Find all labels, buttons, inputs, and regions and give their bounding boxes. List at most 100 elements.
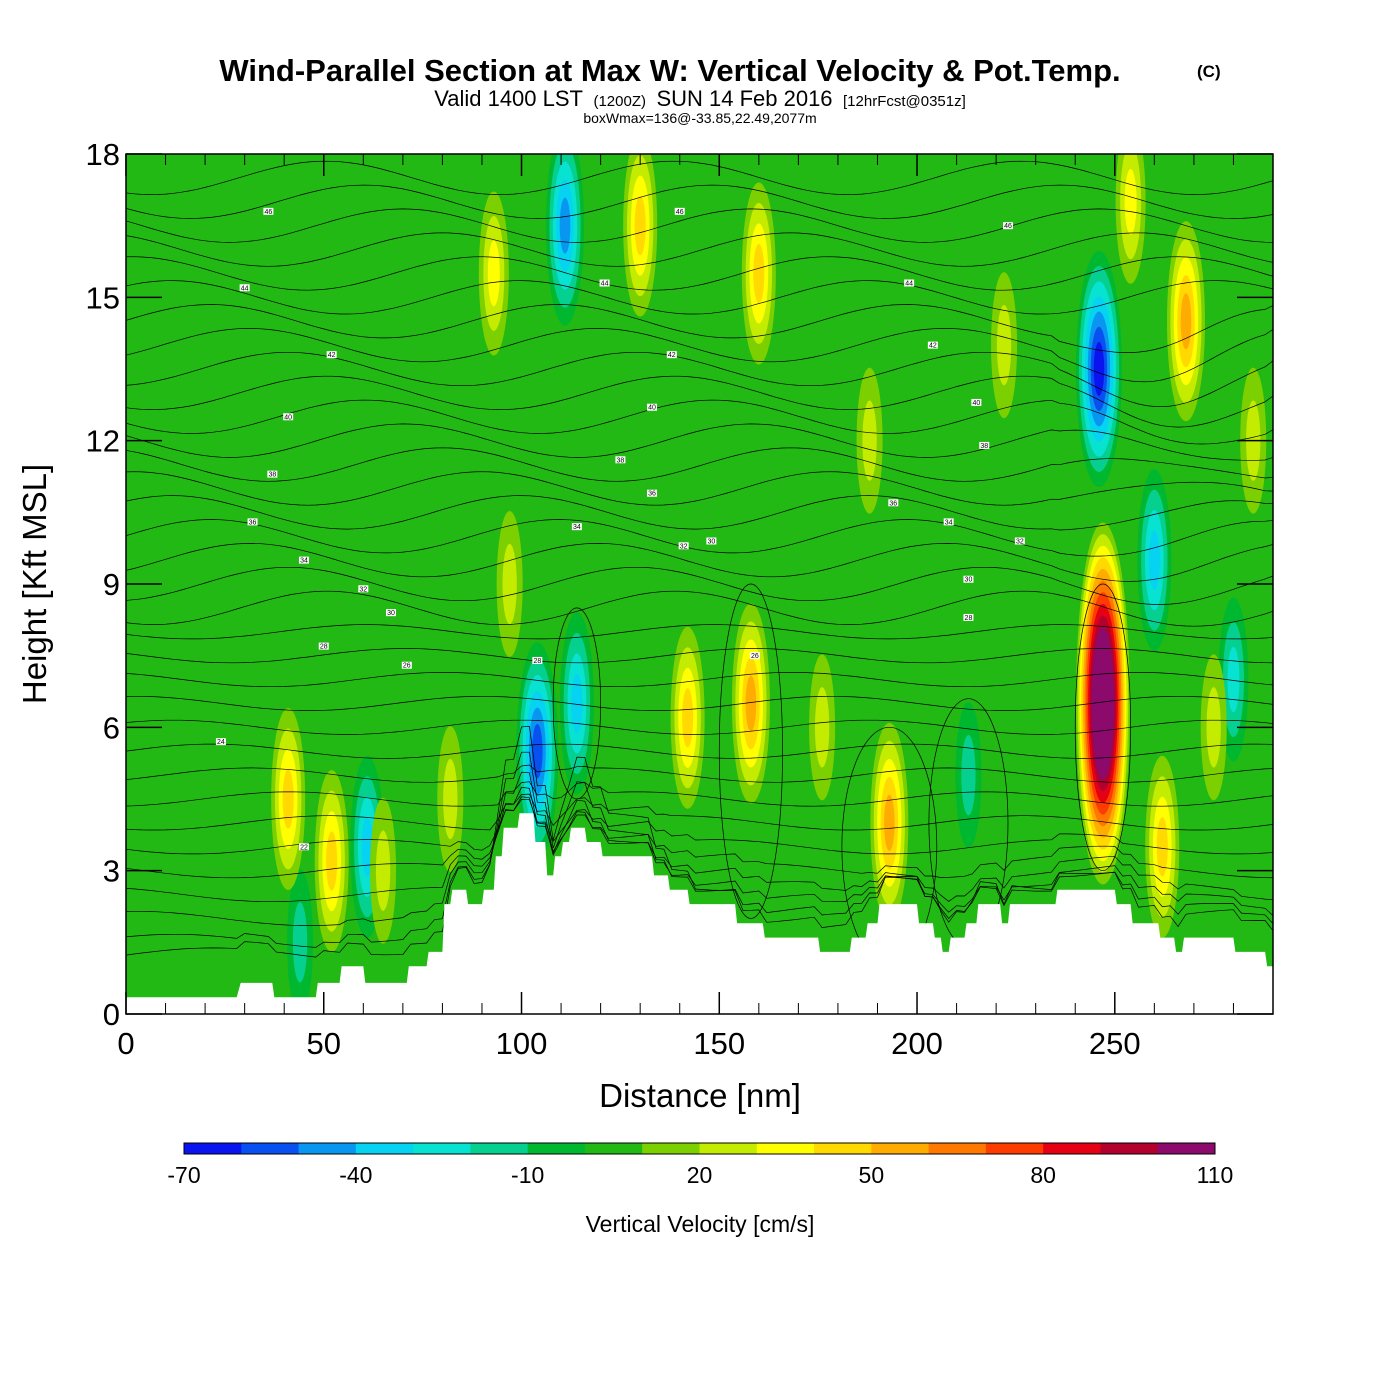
theta-label-22: 28 bbox=[533, 658, 541, 665]
colorbar-tick-label-2: -10 bbox=[511, 1162, 544, 1188]
theta-label-0: 46 bbox=[264, 209, 272, 216]
y-tick-label-2: 6 bbox=[103, 710, 120, 745]
theta-label-30: 34 bbox=[945, 519, 953, 526]
theta-label-box-1 bbox=[239, 284, 250, 292]
theta-label-box-6 bbox=[298, 556, 309, 564]
theta-label-box-32 bbox=[963, 575, 974, 583]
valid-date: SUN 14 Feb 2016 bbox=[656, 86, 832, 111]
box-wmax-info: boxWmax=136@-33.85,22.49,2077m bbox=[583, 110, 816, 126]
updraft-cell-13-band-2 bbox=[996, 304, 1012, 386]
theta-isoline-27 bbox=[126, 304, 1273, 353]
theta-isoline-33 bbox=[126, 160, 1273, 195]
theta-label-16: 40 bbox=[648, 405, 656, 412]
colorbar-swatch-2 bbox=[298, 1143, 357, 1154]
theta-label-7: 32 bbox=[359, 586, 367, 593]
colorbar-swatch-6 bbox=[527, 1143, 586, 1154]
theta-label-box-26 bbox=[927, 341, 938, 349]
theta-label-box-21 bbox=[706, 537, 717, 545]
downdraft-cell-6-band-4 bbox=[1148, 530, 1160, 590]
updraft-cell-7-band-4 bbox=[682, 688, 694, 748]
x-tick-label-3: 150 bbox=[693, 1026, 745, 1061]
theta-label-box-18 bbox=[647, 489, 658, 497]
colorbar: -70 -40 -10 20 50 80 110 bbox=[167, 1142, 1234, 1188]
utc-time: (1200Z) bbox=[593, 93, 646, 110]
theta-label-box-20 bbox=[678, 542, 689, 550]
colorbar-swatch-10 bbox=[756, 1143, 815, 1154]
theta-label-box-30 bbox=[943, 518, 954, 526]
theta-label-box-27 bbox=[971, 398, 982, 406]
downdraft-cell-1-band-6 bbox=[532, 723, 543, 779]
colorbar-tick-label-6: 110 bbox=[1197, 1162, 1234, 1188]
theta-label-6: 34 bbox=[300, 558, 308, 565]
theta-label-box-11 bbox=[215, 738, 226, 746]
w-contour-2 bbox=[718, 583, 783, 919]
theta-label-box-0 bbox=[263, 207, 274, 215]
theta-label-15: 42 bbox=[668, 352, 676, 359]
theta-label-box-2 bbox=[326, 351, 337, 359]
theta-contour-labels: 46 44 42 40 38 36 34 32 30 28 26 24 22 46 44 42 40 38 36 34… bbox=[215, 207, 1025, 851]
colorbar-swatch-17 bbox=[1157, 1143, 1216, 1154]
downdraft-cell-0-band-4 bbox=[361, 817, 373, 877]
updraft-cell-6-band-4 bbox=[634, 196, 646, 256]
theta-isoline-10 bbox=[126, 719, 1273, 735]
colorbar-swatch-13 bbox=[928, 1143, 987, 1154]
theta-isoline-12 bbox=[126, 672, 1273, 688]
colorbar-tick-label-0: -70 bbox=[167, 1162, 200, 1188]
theta-label-12: 22 bbox=[300, 844, 308, 851]
colorbar-swatch-8 bbox=[642, 1143, 700, 1154]
theta-label-box-31 bbox=[1014, 537, 1025, 545]
y-tick-label-6: 18 bbox=[86, 137, 120, 172]
colorbar-tick-label-4: 50 bbox=[859, 1162, 885, 1188]
updraft-cell-14-band-14 bbox=[1098, 673, 1108, 734]
theta-label-29: 36 bbox=[889, 500, 897, 507]
colorbar-swatch-9 bbox=[699, 1143, 758, 1154]
theta-isoline-1 bbox=[126, 751, 1273, 948]
theta-label-21: 30 bbox=[707, 539, 715, 546]
theta-label-box-23 bbox=[749, 652, 760, 660]
updraft-cell-0-band-4 bbox=[282, 769, 294, 829]
theta-isoline-4 bbox=[126, 796, 1273, 879]
theta-isoline-29 bbox=[126, 256, 1273, 291]
theta-isoline-9 bbox=[126, 743, 1273, 759]
theta-label-box-9 bbox=[318, 642, 329, 650]
theta-isoline-20 bbox=[126, 471, 1273, 506]
theta-label-17: 38 bbox=[616, 457, 624, 464]
title-block: Wind-Parallel Section at Max W: Vertical… bbox=[219, 53, 1220, 126]
plot-area: 4644424038363432302826242246444240383634… bbox=[86, 137, 1274, 1061]
theta-label-box-3 bbox=[283, 413, 294, 421]
y-tick-label-0: 0 bbox=[103, 997, 120, 1032]
theta-isoline-30 bbox=[126, 232, 1273, 267]
theta-label-box-33 bbox=[963, 613, 974, 621]
theta-label-11: 24 bbox=[217, 739, 225, 746]
theta-label-10: 26 bbox=[403, 663, 411, 670]
theta-isoline-11 bbox=[126, 695, 1273, 711]
theta-isoline-13 bbox=[126, 648, 1273, 664]
updraft-cell-11-band-5 bbox=[884, 794, 895, 851]
theta-isoline-14 bbox=[126, 624, 1273, 640]
downdraft-cell-3-band-5 bbox=[559, 197, 571, 254]
colorbar-tick-label-3: 20 bbox=[687, 1162, 713, 1188]
y-axis-label: Height [Kft MSL] bbox=[16, 464, 53, 704]
theta-label-13: 46 bbox=[676, 209, 684, 216]
theta-label-box-12 bbox=[298, 843, 309, 851]
theta-label-24: 46 bbox=[1004, 223, 1012, 230]
y-tick-label-5: 15 bbox=[86, 280, 120, 315]
theta-label-box-15 bbox=[666, 351, 677, 359]
valid-time: Valid 1400 LST bbox=[434, 86, 583, 111]
x-tick-label-5: 250 bbox=[1089, 1026, 1141, 1061]
theta-isoline-23 bbox=[126, 399, 1273, 445]
y-tick-label-3: 9 bbox=[103, 567, 120, 602]
theta-label-27: 40 bbox=[972, 400, 980, 407]
colorbar-swatch-15 bbox=[1043, 1143, 1101, 1154]
theta-label-9: 28 bbox=[320, 644, 328, 651]
theta-label-14: 44 bbox=[601, 281, 609, 288]
theta-label-18: 36 bbox=[648, 491, 656, 498]
theta-label-box-8 bbox=[385, 609, 396, 617]
theta-label-23: 26 bbox=[751, 653, 759, 660]
updraft-cell-12-band-2 bbox=[862, 400, 877, 481]
theta-isoline-22 bbox=[126, 423, 1273, 461]
theta-isoline-18 bbox=[126, 519, 1273, 557]
theta-isoline-28 bbox=[126, 280, 1273, 315]
theta-isoline-5 bbox=[126, 799, 1273, 855]
